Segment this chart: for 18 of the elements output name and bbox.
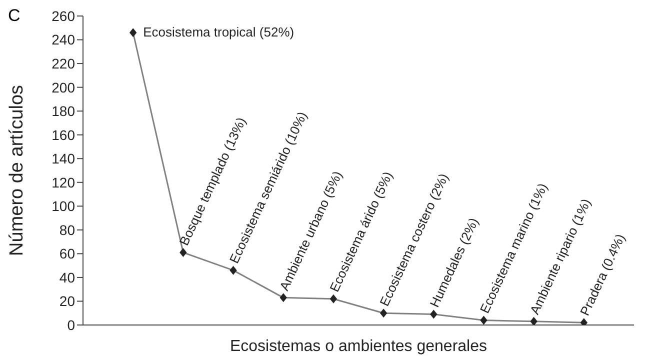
chart-title: C <box>8 6 20 26</box>
y-tick-label: 200 <box>52 79 76 96</box>
y-tick-label: 140 <box>52 150 76 167</box>
x-axis-title: Ecosistemas o ambientes generales <box>230 338 488 355</box>
y-tick-label: 80 <box>59 222 76 238</box>
y-tick-label: 120 <box>52 174 76 190</box>
y-tick-label: 20 <box>59 293 76 310</box>
y-tick-label: 180 <box>52 103 76 120</box>
y-tick-label: 220 <box>52 56 76 72</box>
y-tick-label: 40 <box>59 269 76 286</box>
y-axis-title: Número de artículos <box>6 84 28 256</box>
y-tick-label: 160 <box>52 126 76 143</box>
y-tick-label: 0 <box>67 316 76 333</box>
y-tick-label: 260 <box>52 8 76 24</box>
y-tick-label: 60 <box>59 246 76 262</box>
y-tick-label: 240 <box>52 32 76 48</box>
annotation: Ecosistema tropical (52%) <box>143 24 294 40</box>
y-tick-label: 100 <box>52 198 76 214</box>
